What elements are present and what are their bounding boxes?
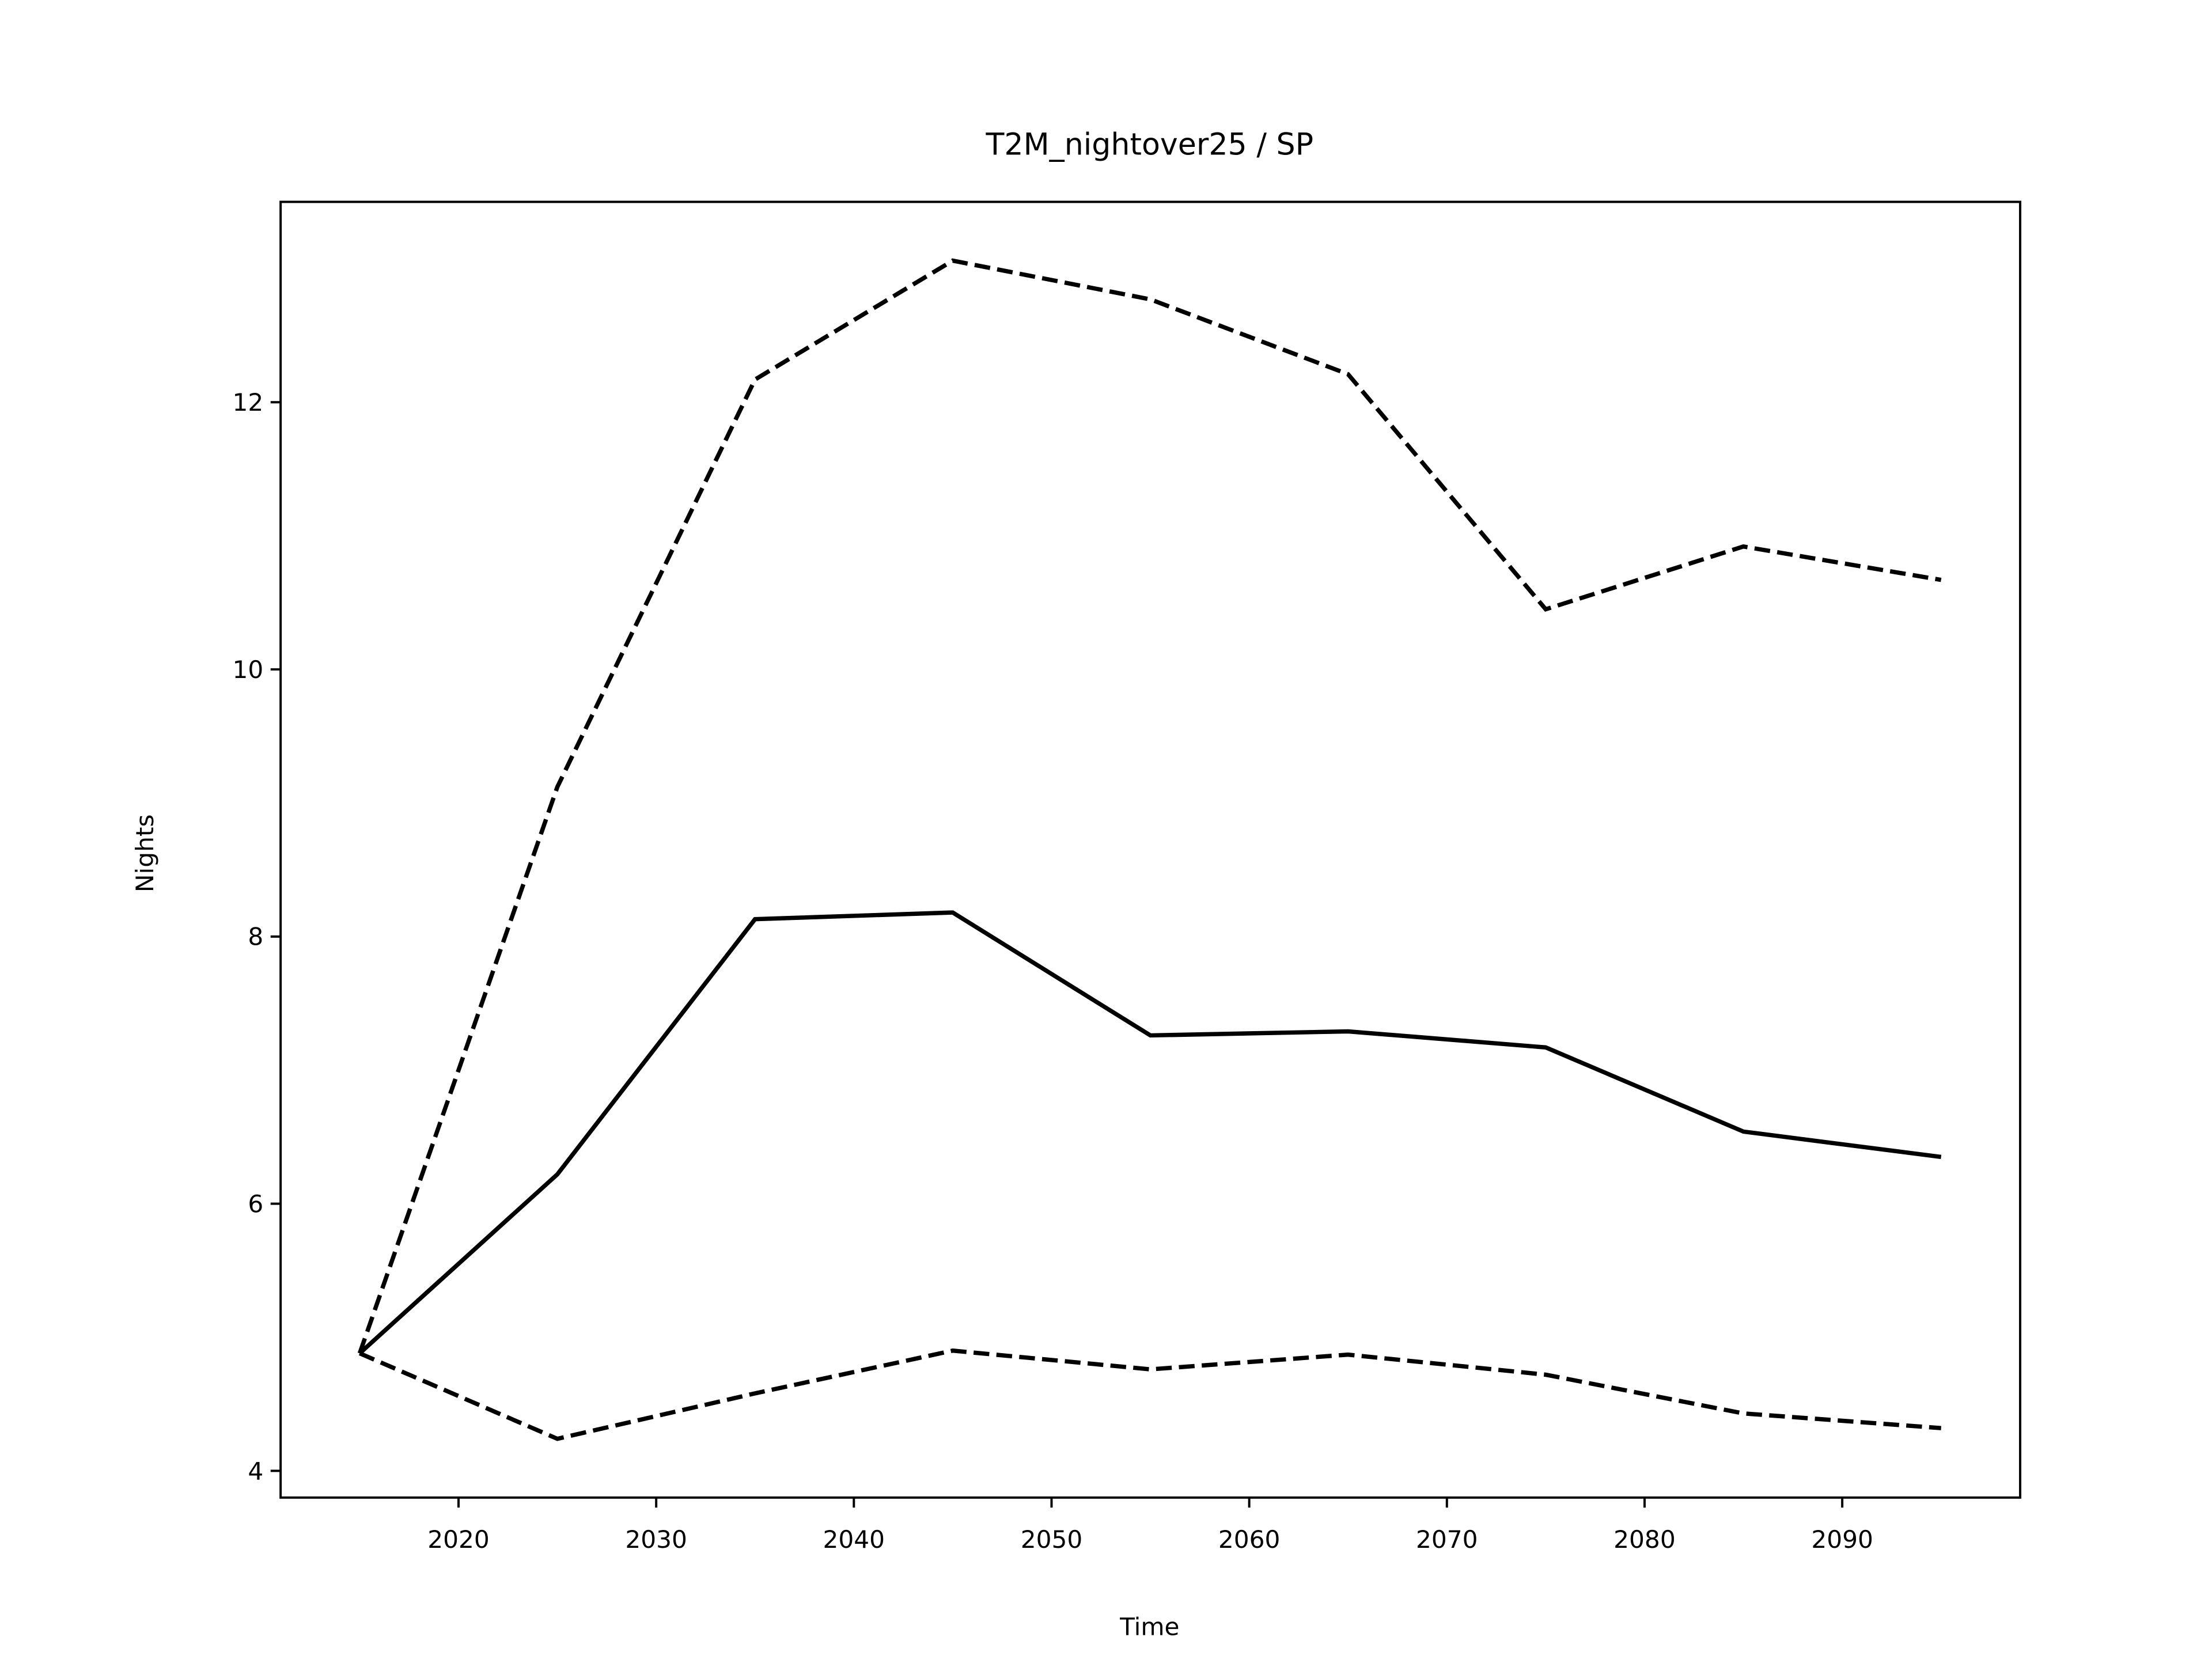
x-tick-label: 2030: [625, 1525, 687, 1554]
x-tick-label: 2050: [1021, 1525, 1083, 1554]
y-axis-label: Nights: [131, 815, 159, 893]
y-tick-label: 4: [248, 1457, 263, 1485]
line-series: [357, 258, 1942, 1354]
line-series: [358, 1348, 1941, 1441]
y-tick-label: 8: [248, 923, 263, 951]
x-tick-label: 2060: [1218, 1525, 1281, 1554]
x-tick-label: 2070: [1416, 1525, 1478, 1554]
plot-frame: [279, 200, 2021, 1499]
x-tick-label: 2090: [1811, 1525, 1873, 1554]
chart-title: T2M_nightover25 / SP: [986, 127, 1314, 162]
y-tick-label: 12: [233, 388, 264, 416]
x-axis-label: Time: [1119, 1612, 1179, 1641]
y-tick-label: 10: [233, 656, 264, 684]
x-tick-label: 2040: [823, 1525, 885, 1554]
x-tick-label: 2080: [1613, 1525, 1676, 1554]
line-series: [358, 910, 1942, 1355]
y-tick-label: 6: [248, 1190, 263, 1218]
x-tick-label: 2020: [427, 1525, 490, 1554]
